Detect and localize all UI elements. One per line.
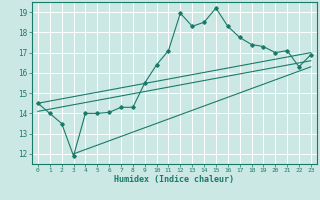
X-axis label: Humidex (Indice chaleur): Humidex (Indice chaleur) [115,175,234,184]
